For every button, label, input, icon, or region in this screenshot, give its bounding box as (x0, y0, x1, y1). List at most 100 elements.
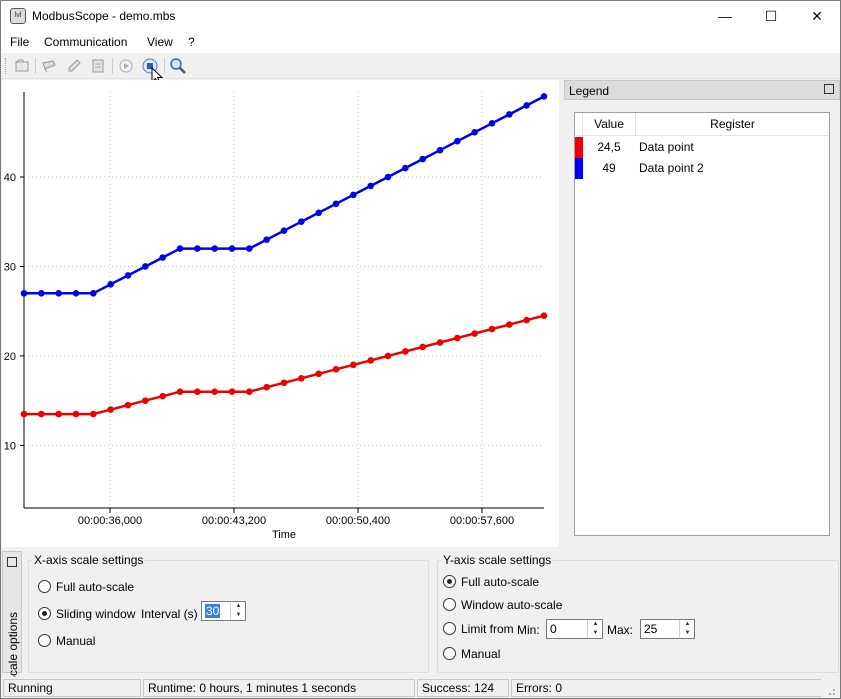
close-button[interactable]: ✕ (811, 8, 823, 24)
data-point-marker (332, 366, 340, 373)
yaxis-limit-from-radio[interactable] (443, 622, 456, 635)
menu-communication[interactable]: Communication (44, 35, 128, 49)
open-project-icon[interactable] (13, 57, 31, 75)
spin-down-icon[interactable]: ▼ (235, 612, 242, 618)
spin-up-icon[interactable]: ▲ (684, 621, 691, 627)
menu-help[interactable]: ? (188, 35, 195, 49)
yaxis-group (437, 560, 839, 673)
xaxis-full-auto-radio[interactable] (38, 580, 51, 593)
menu-file[interactable]: File (10, 35, 30, 49)
data-point-marker (298, 218, 305, 226)
data-point-marker (263, 236, 270, 243)
export-icon[interactable] (89, 57, 107, 75)
max-value[interactable]: 25 (644, 622, 658, 636)
data-point-marker (523, 316, 530, 324)
legend-header-value[interactable]: Value (583, 113, 636, 136)
data-point-marker (384, 352, 392, 360)
yaxis-full-auto-label[interactable]: Full auto-scale (461, 575, 540, 589)
xaxis-group (28, 560, 429, 673)
min-spinbox[interactable]: 0 ▲ ▼ (546, 619, 603, 639)
max-spin-buttons[interactable]: ▲ ▼ (679, 620, 694, 638)
spin-up-icon[interactable]: ▲ (592, 621, 599, 627)
data-point-marker (488, 120, 496, 127)
data-point-marker (280, 379, 288, 387)
legend-header-register[interactable]: Register (636, 113, 829, 136)
yaxis-window-auto-radio[interactable] (443, 598, 456, 611)
data-point-marker (315, 370, 322, 378)
xaxis-manual-label[interactable]: Manual (56, 634, 96, 648)
legend-dock-title: Legend (564, 80, 840, 100)
interval-value[interactable]: 30 (205, 604, 221, 618)
data-point-marker (419, 343, 426, 351)
data-point-marker (436, 339, 444, 346)
x-axis-label: Time (272, 529, 296, 541)
yaxis-window-auto-label[interactable]: Window auto-scale (461, 598, 563, 612)
yaxis-full-auto-radio[interactable] (443, 575, 456, 588)
zoom-icon[interactable] (169, 57, 187, 75)
data-point-marker (20, 410, 28, 418)
min-spin-buttons[interactable]: ▲ ▼ (587, 620, 602, 638)
spin-up-icon[interactable]: ▲ (235, 603, 242, 609)
legend-row[interactable]: 24,5 Data point (575, 137, 829, 158)
max-spinbox[interactable]: 25 ▲ ▼ (640, 619, 695, 639)
scale-options-panel (23, 551, 840, 674)
data-point-marker (142, 397, 149, 404)
data-point-marker (246, 245, 253, 252)
data-point-marker (90, 410, 97, 418)
spin-down-icon[interactable]: ▼ (592, 630, 599, 636)
yaxis-manual-label[interactable]: Manual (461, 647, 501, 661)
legend-value: 24,5 (597, 140, 621, 154)
data-point-marker (228, 388, 236, 395)
data-point-marker (298, 374, 305, 382)
minimize-button[interactable]: — (718, 8, 732, 24)
spin-down-icon[interactable]: ▼ (684, 630, 691, 636)
toolbar-separator (35, 58, 36, 74)
yaxis-limit-from-label[interactable]: Limit from (461, 622, 514, 636)
resize-grip-icon[interactable] (824, 684, 836, 696)
yaxis-manual-radio[interactable] (443, 647, 456, 660)
data-point-marker (38, 410, 45, 418)
interval-spin-buttons[interactable]: ▲ ▼ (230, 602, 245, 620)
maximize-button[interactable]: ☐ (764, 8, 778, 24)
data-point-marker (280, 227, 288, 234)
data-point-marker (263, 383, 270, 391)
data-point-marker (367, 182, 374, 190)
data-point-marker (315, 209, 322, 217)
scale-options-dock-tab[interactable]: Scale options (2, 551, 22, 684)
xaxis-sliding-window-label[interactable]: Sliding window (56, 607, 136, 621)
data-point-marker (194, 388, 201, 395)
start-icon[interactable] (117, 57, 135, 75)
data-point-marker (402, 348, 409, 355)
data-point-marker (471, 330, 478, 337)
interval-spinbox[interactable]: 30 ▲ ▼ (201, 601, 246, 621)
data-point-marker (124, 272, 132, 279)
data-point-marker (350, 361, 357, 369)
legend-row[interactable]: 49 Data point 2 (575, 158, 829, 179)
min-value[interactable]: 0 (550, 622, 557, 636)
legend-register: Data point (639, 140, 694, 154)
chart-svg[interactable]: 10 20 30 40 00:00:36,000 00:00:43,200 00:00:50… (2, 80, 559, 547)
xaxis-sliding-window-radio[interactable] (38, 607, 51, 620)
data-point-marker (211, 388, 218, 395)
xaxis-manual-radio[interactable] (38, 634, 51, 647)
import-data-icon[interactable] (40, 57, 58, 75)
data-point-marker (72, 289, 80, 297)
plot-area[interactable]: 10 20 30 40 00:00:36,000 00:00:43,200 00:00:50… (2, 80, 559, 547)
x-tick-label: 00:00:43,200 (202, 515, 266, 527)
toolbar-grip[interactable] (5, 58, 8, 74)
data-point-marker (454, 334, 461, 342)
data-point-marker (176, 388, 184, 395)
legend-color-swatch (575, 158, 583, 179)
legend-table[interactable]: Value Register 24,5 Data point 49 Data p… (574, 112, 830, 536)
data-point-marker (124, 401, 132, 409)
dock-float-icon[interactable] (7, 557, 17, 567)
x-tick-label: 00:00:50,400 (326, 515, 390, 527)
data-point-marker (350, 191, 357, 199)
status-state: Running (3, 679, 141, 697)
dock-float-icon[interactable] (824, 84, 834, 94)
data-point-marker (402, 164, 409, 172)
xaxis-full-auto-label[interactable]: Full auto-scale (56, 580, 135, 594)
edit-icon[interactable] (65, 57, 83, 75)
toolbar (1, 53, 840, 85)
menu-view[interactable]: View (147, 35, 173, 49)
